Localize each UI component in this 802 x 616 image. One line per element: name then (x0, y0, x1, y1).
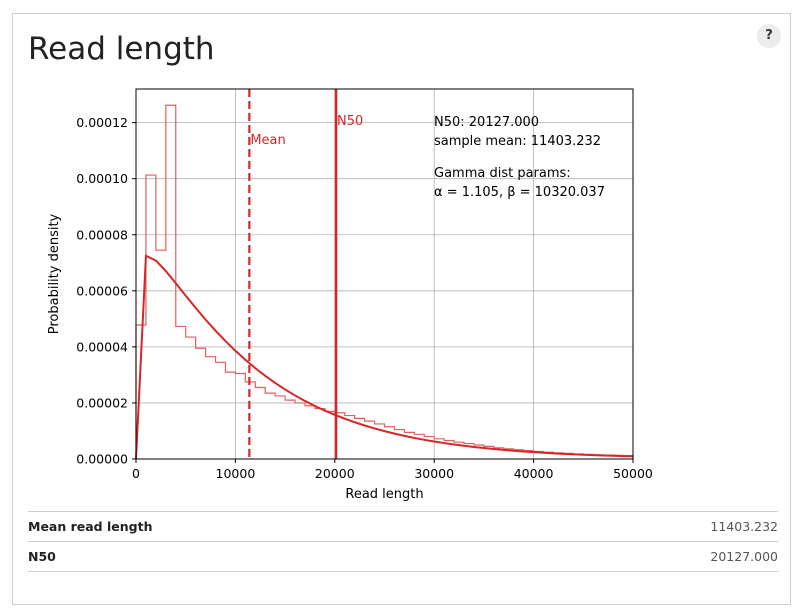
stats-table: Mean read length 11403.232 N50 20127.000 (28, 511, 778, 572)
x-tick-label: 20000 (315, 466, 355, 481)
help-button[interactable]: ? (757, 24, 781, 48)
y-tick-label: 0.00008 (76, 227, 128, 242)
plot-frame (135, 88, 634, 460)
read-length-chart: Mean N50 0 10000 20000 30000 40000 50000 0.0000… (47, 88, 653, 502)
x-axis-label: Read length (345, 487, 423, 502)
y-tick-label: 0.00010 (76, 171, 128, 186)
annotation-line: Gamma dist params: (434, 166, 571, 181)
gamma-fit-layer (135, 254, 634, 460)
y-tick-label: 0.00006 (76, 283, 128, 298)
x-tick-label: 40000 (514, 466, 554, 481)
annotation-line: sample mean: 11403.232 (434, 134, 601, 149)
y-tick-label: 0.00002 (76, 395, 128, 410)
mean-vline-label: Mean (250, 133, 285, 148)
read-length-panel: Read length ? Mean N50 0 10000 20000 30000 40… (12, 13, 791, 605)
annotation-line: α = 1.105, β = 10320.037 (434, 185, 605, 200)
annotation-layer: N50: 20127.000 sample mean: 11403.232 Gamm… (434, 115, 605, 200)
gamma-fit-curve (135, 254, 634, 460)
y-axis-label: Probability density (47, 213, 62, 334)
stat-value: 20127.000 (710, 549, 778, 564)
stat-label: N50 (28, 549, 56, 564)
x-tick-label: 50000 (613, 466, 653, 481)
annotation-line: N50: 20127.000 (434, 115, 539, 130)
x-tick-label: 0 (132, 466, 140, 481)
x-tick-label: 30000 (414, 466, 454, 481)
vline-layer: Mean N50 (248, 89, 363, 459)
axis-layer: 0 10000 20000 30000 40000 50000 0.00000 0.00002… (76, 115, 653, 481)
stat-row-n50: N50 20127.000 (28, 541, 778, 572)
histogram-layer (135, 104, 634, 459)
y-tick-label: 0.00004 (76, 339, 128, 354)
stat-value: 11403.232 (710, 519, 778, 534)
stat-label: Mean read length (28, 519, 153, 534)
panel-title: Read length (28, 31, 215, 67)
stat-row-mean: Mean read length 11403.232 (28, 511, 778, 541)
n50-vline-label: N50 (337, 114, 363, 129)
y-tick-label: 0.00012 (76, 115, 128, 130)
histogram-steps (135, 104, 634, 459)
y-tick-label: 0.00000 (76, 452, 128, 467)
x-tick-label: 10000 (216, 466, 256, 481)
